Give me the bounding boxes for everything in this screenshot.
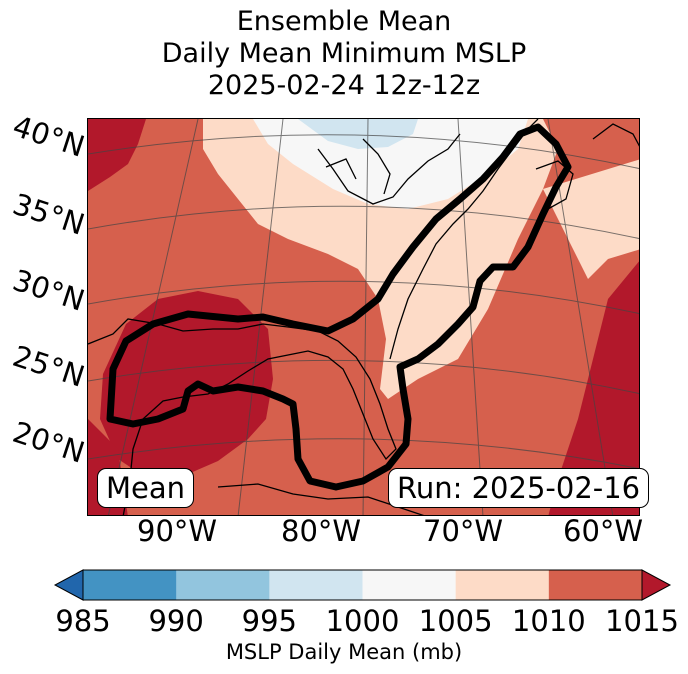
coastlines	[88, 119, 639, 515]
colorbar-tick-1010: 1010	[511, 604, 586, 638]
colorbar-box-1000	[362, 570, 457, 600]
lat-label-20: 20°N	[8, 414, 89, 470]
colorbar-tick-1005: 1005	[418, 604, 493, 638]
mean-label-box: Mean	[97, 468, 195, 508]
colorbar-extend-low	[53, 569, 84, 601]
field-1005-1010-east	[543, 159, 639, 279]
colorbar-box-995	[269, 570, 363, 600]
lat-label-25: 25°N	[8, 338, 89, 394]
colorbar-frame	[82, 569, 643, 601]
colorbar-box-990	[176, 570, 270, 600]
lon-label-80w: 80°W	[281, 514, 362, 548]
region-contour	[106, 123, 572, 491]
colorbar-tick-985: 985	[55, 604, 111, 638]
field-1015-gulf	[100, 291, 273, 479]
field-1015-east	[548, 261, 639, 515]
title-line-2: Daily Mean Minimum MSLP	[161, 38, 527, 69]
map-panel	[87, 118, 640, 516]
colorbar-label: MSLP Daily Mean (mb)	[225, 640, 463, 664]
field-995-1000	[298, 119, 418, 149]
mslp-map	[88, 119, 639, 515]
lat-label-35: 35°N	[8, 186, 89, 242]
colorbar-extend-high	[641, 569, 672, 601]
colorbar-box-1005	[455, 570, 550, 600]
lon-label-90w: 90°W	[137, 514, 218, 548]
colorbar-tick-1015: 1015	[605, 604, 679, 638]
field-1015-northwest	[88, 119, 146, 191]
colorbar-box-1010	[548, 570, 643, 600]
lon-label-60w: 60°W	[563, 514, 644, 548]
title-line-1: Ensemble Mean	[236, 6, 452, 37]
title-line-3: 2025-02-24 12z-12z	[207, 70, 481, 101]
run-date-box: Run: 2025-02-16	[388, 468, 650, 508]
colorbar-tick-990: 990	[148, 604, 204, 638]
lon-label-70w: 70°W	[423, 514, 504, 548]
colorbar-tick-995: 995	[241, 604, 298, 638]
colorbar-tick-1000: 1000	[325, 604, 400, 638]
lat-label-40: 40°N	[8, 108, 89, 164]
colorbar-box-985	[83, 570, 177, 600]
lat-label-30: 30°N	[8, 262, 89, 318]
colorbar	[53, 569, 672, 601]
